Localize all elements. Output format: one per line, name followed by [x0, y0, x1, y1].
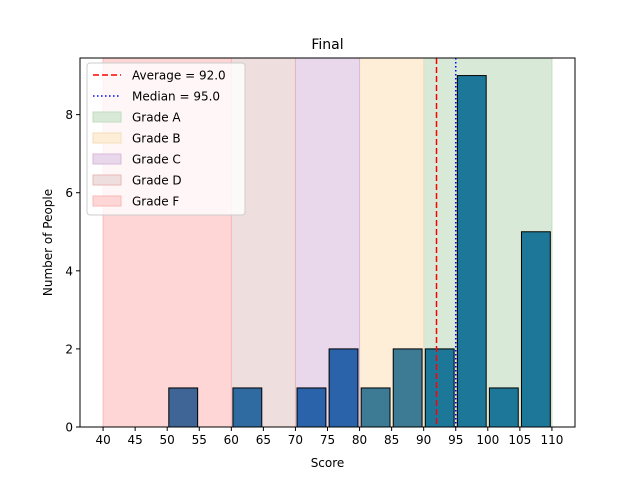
bar-70-75 [296, 387, 327, 428]
x-axis-label: Score [311, 456, 345, 470]
legend-swatch-grade-f [92, 195, 122, 207]
x-tick-label: 80 [352, 433, 367, 447]
bar-85-90 [392, 348, 423, 428]
bar-50-55 [168, 387, 199, 428]
y-tick-label: 0 [65, 421, 73, 435]
legend-label-grade-a: Grade A [132, 111, 181, 125]
x-tick-label: 50 [160, 433, 175, 447]
bar-60-65 [232, 387, 263, 428]
x-tick-label: 110 [540, 433, 563, 447]
x-tick-label: 105 [508, 433, 531, 447]
x-tick-label: 45 [128, 433, 143, 447]
bar-90-95 [424, 348, 455, 428]
x-tick-label: 75 [320, 433, 335, 447]
bar-100-105 [488, 387, 519, 428]
x-tick-label: 100 [476, 433, 499, 447]
x-tick-label: 55 [192, 433, 207, 447]
bar-75-80 [328, 348, 359, 428]
x-tick-label: 85 [384, 433, 399, 447]
x-axis-ticks: 40 45 50 55 60 65 70 75 80 85 90 95 100 105 110 [95, 427, 563, 447]
y-tick-label: 2 [65, 342, 73, 356]
x-tick-label: 95 [448, 433, 463, 447]
x-tick-label: 70 [288, 433, 303, 447]
legend-swatch-grade-c [92, 153, 122, 165]
x-tick-label: 65 [256, 433, 271, 447]
x-tick-label: 60 [224, 433, 239, 447]
bar-105-110 [520, 231, 551, 428]
legend-label-grade-f: Grade F [132, 195, 179, 209]
legend-swatch-grade-b [92, 132, 122, 144]
bar-95-100 [456, 75, 487, 428]
bar-80-85 [360, 387, 391, 428]
legend-swatch-grade-a [92, 111, 122, 123]
x-tick-label: 40 [95, 433, 110, 447]
legend-swatch-grade-d [92, 174, 122, 186]
legend-label-median-95-0: Median = 95.0 [132, 90, 220, 104]
x-tick-label: 90 [416, 433, 431, 447]
legend: Average = 92.0 Median = 95.0 Grade A Grade … [86, 62, 246, 216]
y-axis-label: Number of People [41, 189, 55, 296]
legend-label-grade-c: Grade C [132, 153, 181, 167]
reference-lines [435, 58, 457, 427]
y-tick-label: 8 [65, 108, 73, 122]
y-axis-ticks: 0 2 4 6 8 [65, 108, 80, 435]
legend-label-grade-d: Grade D [132, 174, 182, 188]
legend-label-average-92-0: Average = 92.0 [132, 69, 226, 83]
chart-title: Final [311, 37, 343, 53]
y-tick-label: 6 [65, 186, 73, 200]
histogram-bars [168, 75, 551, 428]
legend-box [86, 62, 246, 216]
legend-label-grade-b: Grade B [132, 132, 181, 146]
y-tick-label: 4 [65, 264, 73, 278]
